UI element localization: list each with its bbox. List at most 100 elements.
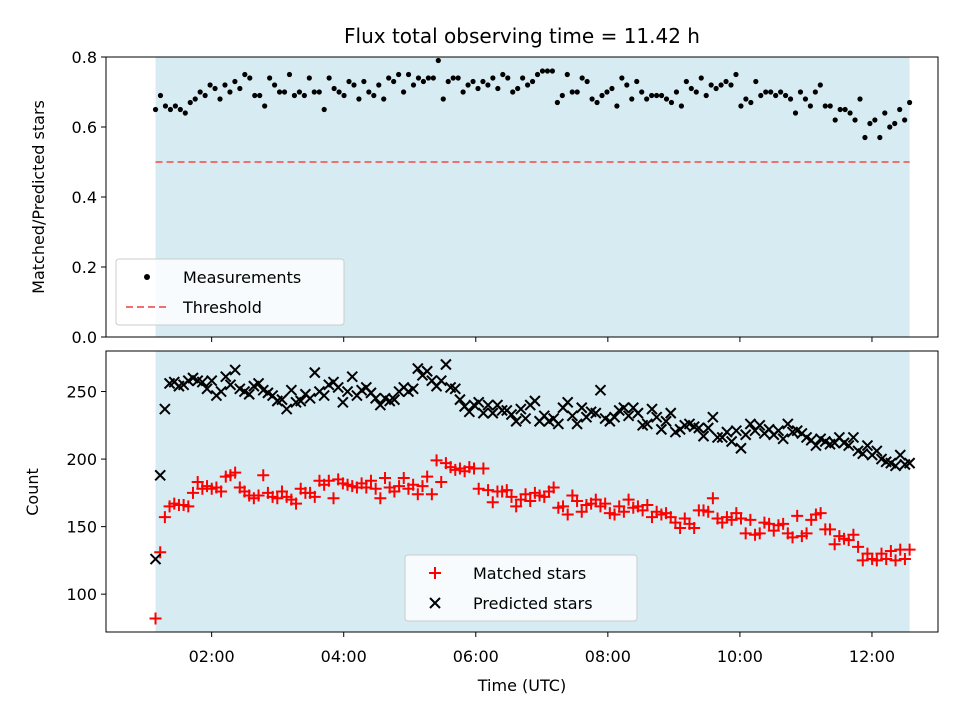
matched-star-point	[322, 474, 335, 487]
predicted-star-point	[482, 399, 494, 411]
matched-star-point	[852, 540, 865, 553]
measurement-point	[733, 71, 739, 78]
measurement-point	[882, 110, 888, 116]
measurement-point	[792, 110, 799, 116]
measurement-point	[653, 92, 660, 99]
measurement-point	[470, 78, 476, 85]
predicted-star-point	[243, 388, 255, 400]
measurement-point	[520, 75, 526, 81]
measurement-point	[817, 82, 823, 88]
measurement-point	[271, 82, 278, 88]
matched-star-point	[641, 499, 654, 512]
matched-star-point	[734, 512, 747, 525]
matched-star-point	[393, 480, 406, 493]
matched-star-point	[482, 484, 495, 497]
measurement-point	[495, 85, 501, 92]
measurement-point	[301, 92, 307, 99]
predicted-star-point	[154, 469, 166, 481]
top-y-tick-label: 0.4	[72, 188, 97, 207]
matched-stars-points	[149, 454, 916, 625]
matched-star-point	[252, 489, 265, 502]
matched-star-point	[154, 546, 167, 559]
measurement-point	[688, 85, 694, 92]
predicted-star-point	[650, 411, 663, 423]
top-y-ticks: 0.0 0.2 0.4 0.6 0.8	[72, 48, 106, 347]
matched-star-point	[472, 482, 485, 495]
measurement-point	[420, 78, 427, 85]
x-tick-label: 04:00	[321, 647, 367, 666]
predicted-star-point	[440, 358, 452, 371]
measurement-point	[207, 82, 213, 88]
measurement-point	[182, 110, 188, 116]
measurement-point	[291, 92, 298, 99]
matched-star-point	[182, 500, 195, 513]
matched-star-point	[903, 543, 916, 556]
predicted-star-point	[702, 422, 714, 434]
measurement-point	[386, 75, 392, 81]
predicted-star-point	[744, 418, 757, 430]
matched-star-point	[547, 481, 560, 494]
measurement-point	[346, 78, 352, 85]
measurement-point	[743, 96, 749, 102]
measurement-point	[435, 57, 441, 64]
matched-star-point	[571, 494, 584, 507]
measurement-point	[281, 89, 288, 95]
predicted-star-point	[903, 457, 916, 469]
bottom-y-tick-label: 150	[66, 518, 97, 537]
matched-star-point	[505, 490, 518, 503]
measurement-point	[544, 68, 551, 74]
measurement-point	[897, 106, 903, 113]
predicted-star-point	[608, 411, 621, 423]
matched-star-point	[425, 488, 438, 501]
matched-star-point	[599, 497, 612, 510]
predicted-star-point	[515, 403, 527, 415]
matched-star-point	[369, 482, 382, 495]
matched-star-point	[688, 521, 701, 534]
measurement-point	[162, 103, 169, 109]
predicted-star-point	[707, 411, 719, 423]
measurement-point	[748, 99, 754, 106]
top-y-tick-label: 0.2	[72, 258, 97, 277]
predicted-star-point	[421, 365, 433, 377]
measurement-point	[267, 75, 273, 81]
matched-star-point	[364, 474, 377, 487]
predicted-star-point	[196, 376, 209, 388]
predicted-star-point	[843, 439, 855, 452]
matched-star-point	[589, 493, 602, 506]
measurement-point	[475, 85, 481, 92]
x-tick-label: 02:00	[189, 647, 235, 666]
measurement-point	[440, 96, 446, 102]
predicted-star-point	[295, 395, 307, 407]
predicted-star-point	[594, 384, 607, 396]
measurement-point	[450, 75, 456, 81]
matched-star-point	[158, 511, 171, 524]
predicted-star-point	[510, 415, 522, 427]
measurement-point	[222, 82, 228, 88]
measurement-point	[713, 85, 719, 92]
matched-star-point	[149, 612, 162, 625]
measurement-point	[807, 103, 813, 109]
measurement-point	[738, 103, 744, 109]
predicted-star-point	[304, 392, 316, 404]
predicted-star-point	[889, 460, 902, 472]
measurement-point	[391, 78, 397, 85]
measurement-point	[579, 75, 585, 81]
predicted-star-point	[412, 362, 424, 375]
predicted-star-point	[552, 418, 565, 430]
predicted-star-point	[777, 433, 789, 445]
measurement-point	[768, 89, 774, 95]
measurement-point	[361, 78, 367, 85]
predicted-star-point	[566, 410, 579, 422]
legend-threshold-label: Threshold	[182, 298, 262, 317]
predicted-star-point	[332, 381, 344, 394]
matched-star-point	[229, 466, 242, 479]
measurement-point	[842, 106, 848, 113]
predicted-star-point	[641, 418, 654, 430]
matched-star-point	[739, 527, 752, 540]
measurement-point	[539, 68, 546, 74]
measurement-point	[490, 75, 496, 81]
predicted-star-point	[337, 396, 349, 409]
predicted-star-point	[782, 418, 794, 430]
measurement-point	[758, 92, 764, 99]
matched-star-point	[524, 494, 537, 507]
